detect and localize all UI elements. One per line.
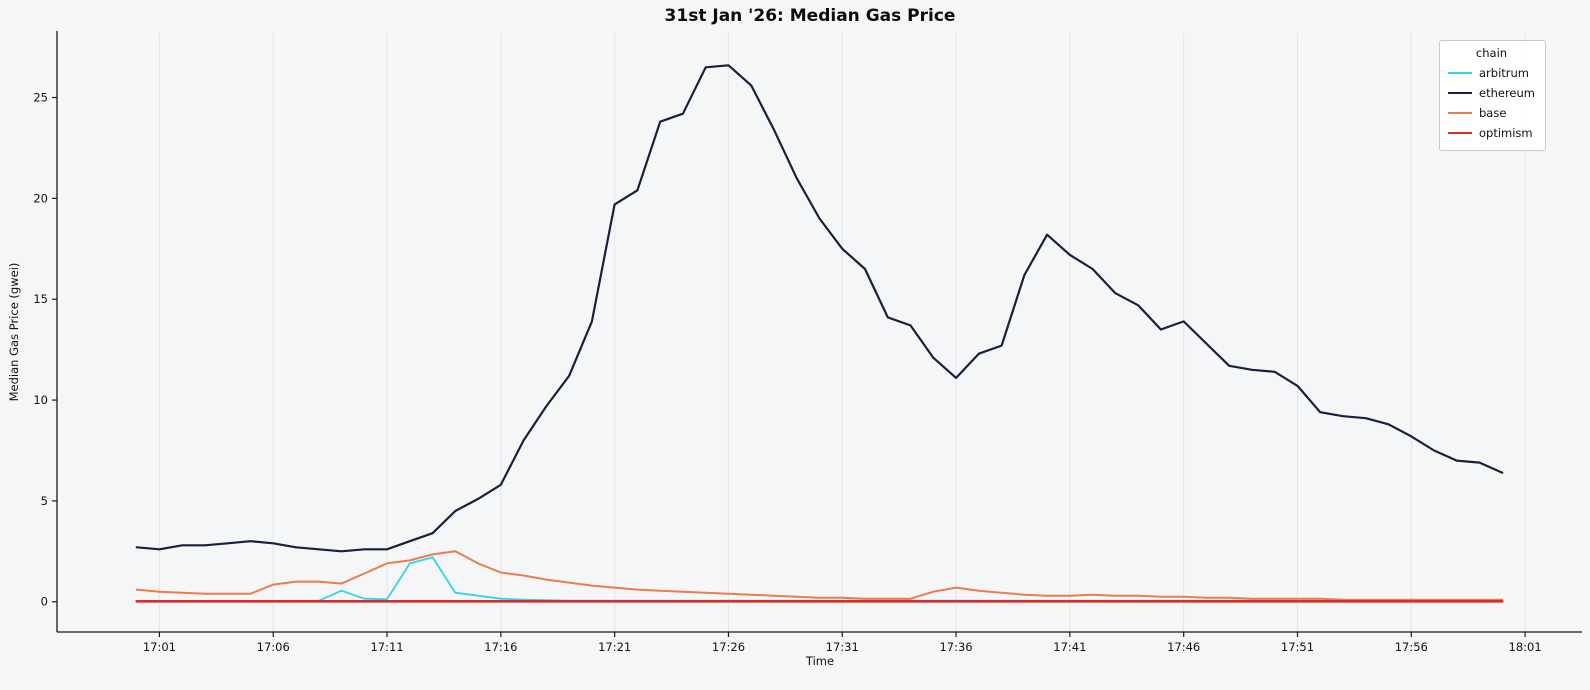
legend-label-base: base <box>1479 106 1507 120</box>
x-tick-label: 17:26 <box>712 640 745 654</box>
legend-item-optimism: optimism <box>1448 123 1535 143</box>
x-tick-label: 17:36 <box>939 640 972 654</box>
series-line-ethereum <box>135 64 1504 553</box>
y-tick-label: 15 <box>33 292 48 306</box>
legend-title: chain <box>1475 46 1508 60</box>
legend-swatch-ethereum <box>1448 92 1472 94</box>
x-tick-label: 18:01 <box>1509 640 1542 654</box>
x-tick-label: 17:56 <box>1395 640 1428 654</box>
legend-swatch-base <box>1448 112 1472 114</box>
chart-title: 31st Jan '26: Median Gas Price <box>664 6 956 26</box>
y-tick-label: 10 <box>33 393 48 407</box>
x-axis-label: Time <box>805 654 835 668</box>
x-tick-label: 17:01 <box>143 640 176 654</box>
x-tick-label: 17:16 <box>484 640 517 654</box>
y-tick-label: 20 <box>33 191 48 205</box>
legend-item-base: base <box>1448 103 1535 123</box>
legend-item-ethereum: ethereum <box>1448 83 1535 103</box>
series-line-base <box>135 550 1504 601</box>
y-tick-label: 5 <box>41 494 48 508</box>
legend-item-arbitrum: arbitrum <box>1448 63 1535 83</box>
legend-label-arbitrum: arbitrum <box>1479 66 1529 80</box>
legend-label-optimism: optimism <box>1479 126 1533 140</box>
legend-items: arbitrum ethereum base optimism <box>1448 63 1535 143</box>
legend-swatch-optimism <box>1448 132 1472 134</box>
y-tick-label: 0 <box>41 595 48 609</box>
x-tick-label: 17:46 <box>1167 640 1200 654</box>
chart-legend: chain arbitrum ethereum base optimism <box>1439 40 1546 151</box>
x-tick-label: 17:11 <box>370 640 403 654</box>
y-tick-label: 25 <box>33 91 48 105</box>
legend-swatch-arbitrum <box>1448 72 1472 74</box>
x-tick-label: 17:06 <box>257 640 290 654</box>
legend-label-ethereum: ethereum <box>1479 86 1535 100</box>
x-tick-label: 17:31 <box>826 640 859 654</box>
x-tick-label: 17:51 <box>1281 640 1314 654</box>
x-tick-label: 17:21 <box>598 640 631 654</box>
x-tick-label: 17:41 <box>1053 640 1086 654</box>
